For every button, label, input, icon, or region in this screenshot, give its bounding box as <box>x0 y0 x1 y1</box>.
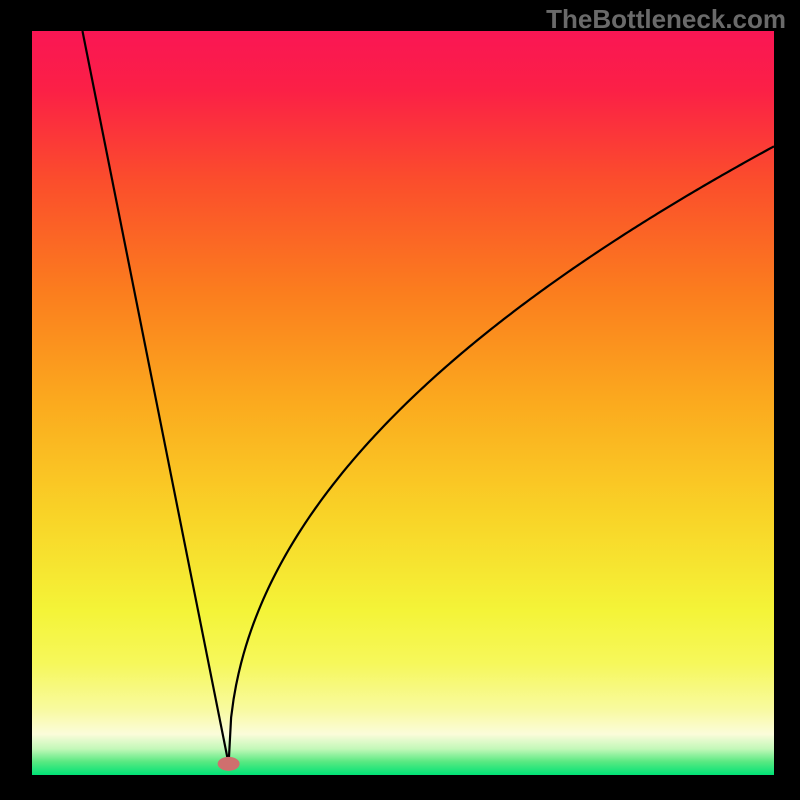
chart-container: TheBottleneck.com <box>0 0 800 800</box>
watermark-text: TheBottleneck.com <box>546 4 786 35</box>
plot-frame <box>25 24 781 782</box>
